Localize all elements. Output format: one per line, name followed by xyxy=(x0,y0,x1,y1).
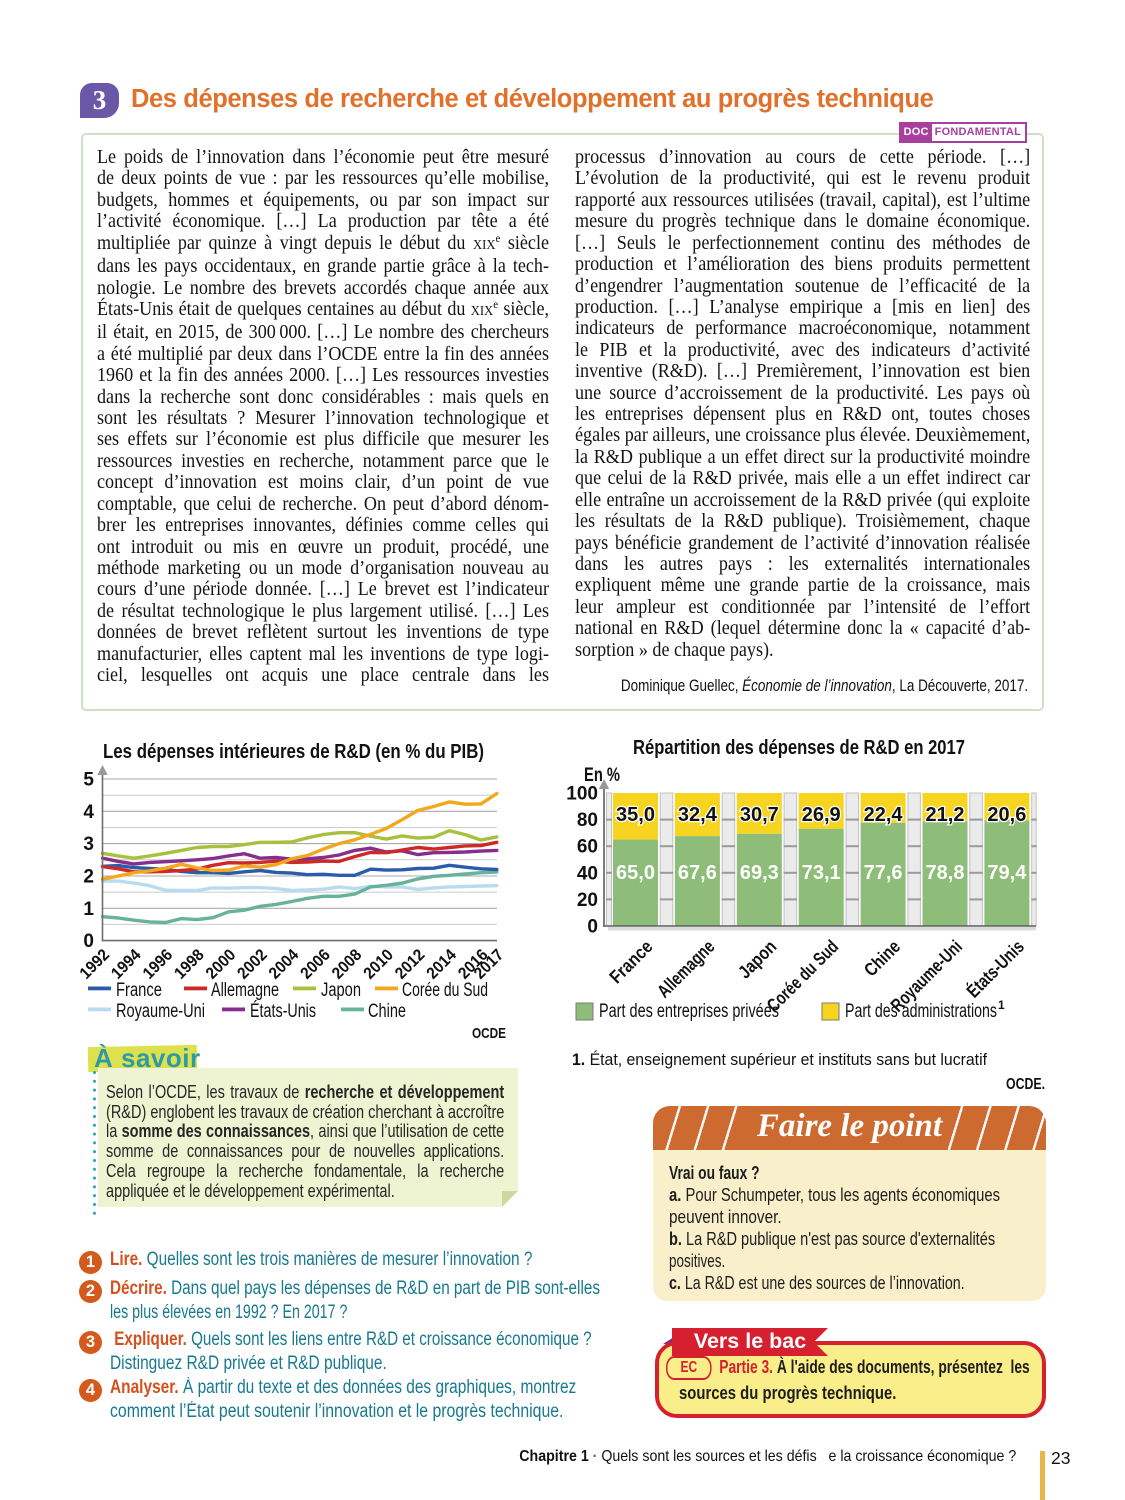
svg-text:Part des entreprises privées: Part des entreprises privées xyxy=(599,1001,779,1022)
svg-text:Les dépenses intérieures de R&: Les dépenses intérieures de R&D (en % du… xyxy=(103,740,484,763)
svg-text:0: 0 xyxy=(83,931,94,952)
svg-text:35,0: 35,0 xyxy=(616,804,655,826)
svg-text:1994: 1994 xyxy=(108,945,145,982)
svg-text:2010: 2010 xyxy=(360,946,397,983)
svg-text:67,6: 67,6 xyxy=(678,862,717,884)
svg-text:Chine: Chine xyxy=(368,1001,406,1022)
svg-text:Japon: Japon xyxy=(734,936,781,983)
svg-text:1998: 1998 xyxy=(171,946,208,983)
svg-text:0: 0 xyxy=(587,917,598,938)
svg-text:En %: En % xyxy=(584,765,620,786)
svg-text:OCDE: OCDE xyxy=(472,1025,506,1042)
svg-text:3: 3 xyxy=(83,834,94,855)
svg-text:Part des administrations: Part des administrations xyxy=(845,1001,997,1022)
svg-text:40: 40 xyxy=(577,863,598,884)
svg-text:60: 60 xyxy=(577,837,598,858)
svg-text:21,2: 21,2 xyxy=(926,804,965,826)
svg-text:26,9: 26,9 xyxy=(802,804,841,826)
svg-text:Royaume-Uni: Royaume-Uni xyxy=(116,1001,205,1022)
svg-text:2014: 2014 xyxy=(423,945,460,982)
svg-text:1: 1 xyxy=(998,998,1005,1012)
svg-text:1992: 1992 xyxy=(76,946,113,983)
svg-text:78,8: 78,8 xyxy=(926,862,965,884)
svg-text:22,4: 22,4 xyxy=(864,804,904,826)
svg-text:100: 100 xyxy=(566,784,598,805)
svg-text:2000: 2000 xyxy=(203,946,240,983)
svg-text:France: France xyxy=(116,980,162,1001)
svg-text:Répartition des dépenses de R&: Répartition des dépenses de R&D en 2017 xyxy=(633,736,965,759)
svg-text:1: 1 xyxy=(83,899,94,920)
svg-text:2: 2 xyxy=(83,867,94,888)
svg-text:1996: 1996 xyxy=(139,946,176,983)
svg-text:73,1: 73,1 xyxy=(802,862,841,884)
svg-text:OCDE.: OCDE. xyxy=(1006,1076,1045,1093)
svg-text:65,0: 65,0 xyxy=(616,862,655,884)
svg-text:Allemagne: Allemagne xyxy=(211,980,279,1001)
svg-text:2006: 2006 xyxy=(297,946,334,983)
svg-text:2008: 2008 xyxy=(329,946,366,983)
svg-text:30,7: 30,7 xyxy=(740,804,779,826)
svg-text:États-Unis: États-Unis xyxy=(250,1001,316,1022)
svg-text:2012: 2012 xyxy=(392,946,429,983)
svg-text:20,6: 20,6 xyxy=(987,804,1026,826)
svg-text:2002: 2002 xyxy=(234,946,271,983)
svg-text:Corée du Sud: Corée du Sud xyxy=(402,980,488,1001)
svg-text:France: France xyxy=(605,936,657,988)
svg-text:1. État, enseignement supérieu: 1. État, enseignement supérieur et insti… xyxy=(572,1050,987,1069)
svg-text:Japon: Japon xyxy=(321,980,361,1001)
svg-text:Allemagne: Allemagne xyxy=(653,936,719,1002)
svg-text:4: 4 xyxy=(83,802,94,823)
svg-text:2004: 2004 xyxy=(266,945,303,982)
svg-text:69,3: 69,3 xyxy=(740,862,779,884)
svg-text:5: 5 xyxy=(83,770,94,791)
svg-text:77,6: 77,6 xyxy=(864,862,903,884)
svg-text:États-Unis: États-Unis xyxy=(962,936,1028,1002)
svg-text:32,4: 32,4 xyxy=(678,804,718,826)
svg-text:80: 80 xyxy=(577,810,598,831)
svg-text:Chine: Chine xyxy=(860,936,905,981)
svg-text:20: 20 xyxy=(577,890,598,911)
svg-text:79,4: 79,4 xyxy=(987,862,1027,884)
